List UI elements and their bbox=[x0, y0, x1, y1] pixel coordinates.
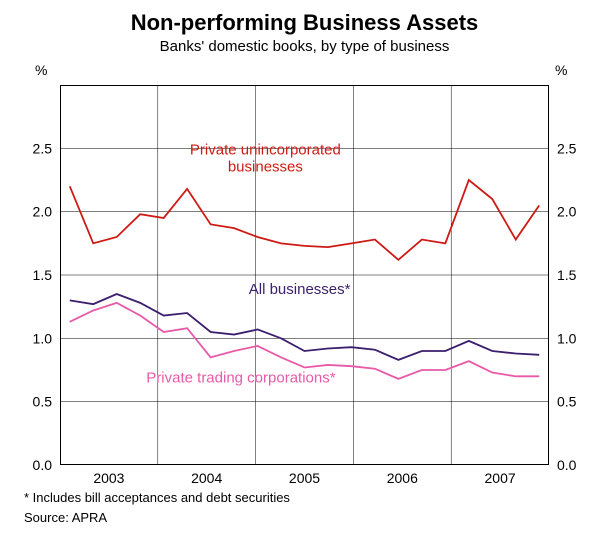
source-text: Source: APRA bbox=[24, 510, 107, 525]
x-tick-label: 2004 bbox=[191, 470, 222, 486]
series-line bbox=[70, 294, 539, 360]
y-tick-label-left: 0.5 bbox=[33, 394, 53, 410]
x-tick-label: 2006 bbox=[387, 470, 418, 486]
y-tick-label-left: 0.0 bbox=[33, 457, 53, 473]
x-tick-label: 2007 bbox=[485, 470, 516, 486]
series-label: All businesses* bbox=[249, 281, 351, 298]
series-label: Private unincorporated bbox=[190, 142, 341, 159]
chart-svg: 0.0 0.0 0.5 0.5 1.0 1.0 1.5 1.5 2.0 2.0 2.5 2.5 2003… bbox=[0, 0, 609, 539]
footnote-text: * Includes bill acceptances and debt sec… bbox=[24, 490, 290, 505]
series-label: Private trading corporations* bbox=[146, 370, 335, 387]
y-tick-label-right: 2.5 bbox=[557, 140, 577, 156]
series-line bbox=[70, 180, 539, 260]
x-tick-label: 2005 bbox=[289, 470, 320, 486]
x-tick-label: 2003 bbox=[93, 470, 124, 486]
y-tick-label-left: 1.0 bbox=[33, 330, 53, 346]
series-label: businesses bbox=[228, 159, 303, 176]
y-tick-label-right: 0.5 bbox=[557, 394, 577, 410]
y-tick-label-left: 2.5 bbox=[33, 140, 53, 156]
y-tick-label-right: 1.5 bbox=[557, 267, 577, 283]
y-tick-label-right: 1.0 bbox=[557, 330, 577, 346]
y-tick-label-right: 2.0 bbox=[557, 204, 577, 220]
chart-container: Non-performing Business Assets Banks' do… bbox=[0, 0, 609, 539]
y-tick-label-left: 2.0 bbox=[33, 204, 53, 220]
y-tick-label-left: 1.5 bbox=[33, 267, 53, 283]
y-tick-label-right: 0.0 bbox=[557, 457, 577, 473]
